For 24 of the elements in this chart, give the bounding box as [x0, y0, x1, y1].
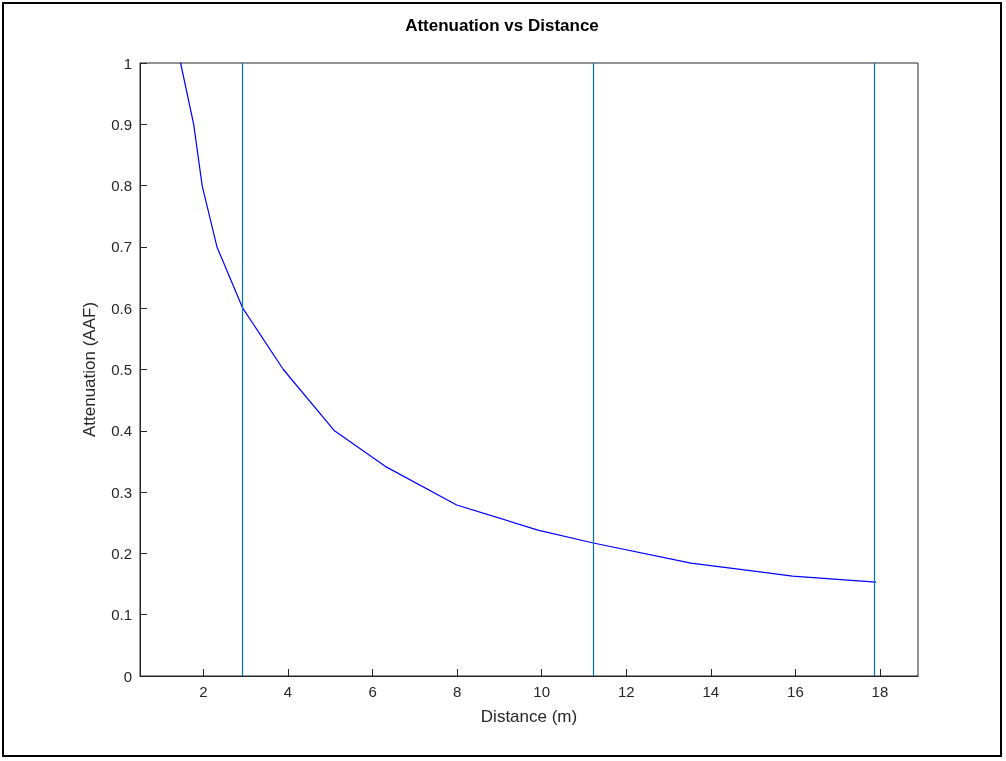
- y-axis-title: Attenuation (AAF): [80, 301, 99, 438]
- y-tick-label: 0.2: [111, 544, 132, 562]
- y-tick-label: 0.8: [111, 177, 132, 195]
- y-tick-label: 0.7: [111, 238, 132, 256]
- x-tick-label: 12: [617, 683, 635, 700]
- line-series: [179, 62, 877, 583]
- x-tick-label: 18: [871, 683, 889, 700]
- y-tick-label: 0.4: [111, 422, 132, 440]
- y-tick-label: 0.5: [111, 361, 132, 378]
- x-tick-label: 16: [787, 683, 804, 700]
- x-tick-label: 8: [452, 683, 462, 700]
- y-tick-label: 0: [123, 667, 132, 685]
- y-tick-label: 0.1: [111, 606, 132, 624]
- chart-title: Attenuation vs Distance: [405, 16, 599, 35]
- x-tick-label: 14: [702, 683, 720, 700]
- x-tick-label: 2: [199, 683, 208, 700]
- y-tick-label: 1: [123, 54, 132, 72]
- x-tick-label: 6: [368, 683, 377, 700]
- x-tick-label: 10: [533, 683, 551, 700]
- x-tick-label: 4: [283, 683, 293, 700]
- y-tick-label: 0.9: [111, 115, 132, 133]
- x-axis-title: Distance (m): [480, 707, 578, 726]
- y-tick-label: 0.3: [111, 483, 132, 501]
- y-tick-label: 0.6: [111, 299, 132, 317]
